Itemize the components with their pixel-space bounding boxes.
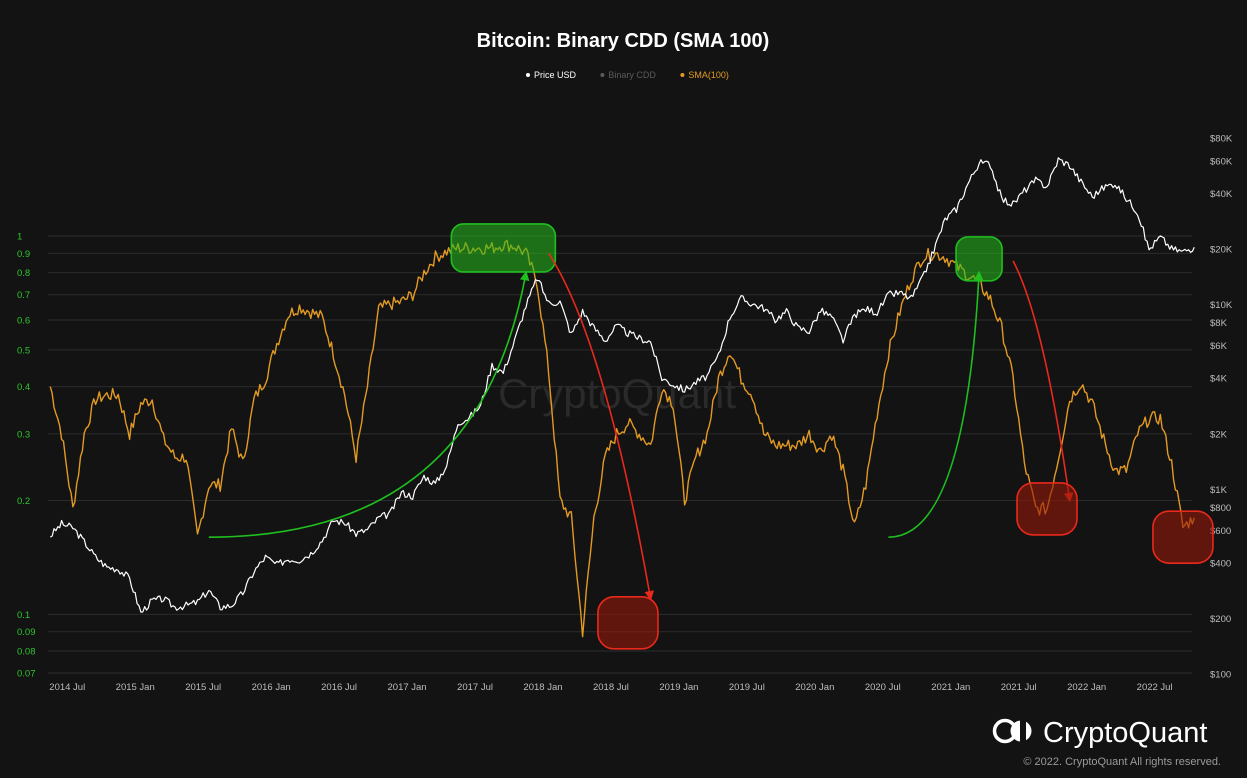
legend-marker-1 [600, 73, 605, 77]
x-tick-label: 2020 Jan [795, 682, 834, 693]
legend-label-1: Binary CDD [608, 70, 656, 80]
green-highlight-box [450, 223, 557, 273]
right-tick-label: $400 [1210, 558, 1231, 569]
right-tick-label: $800 [1210, 503, 1231, 514]
annotation-layer [208, 223, 1214, 650]
series-layer [49, 157, 1195, 638]
right-tick-label: $1K [1210, 485, 1228, 496]
x-axis: 2014 Jul 2015 Jan 2015 Jul 2016 Jan 2016 Jul… [49, 682, 1172, 693]
brand-name: CryptoQuant [1043, 717, 1207, 749]
footer-brand: CryptoQuant © 2022. CryptoQuant All righ… [992, 717, 1221, 768]
right-tick-label: $6K [1210, 341, 1228, 352]
x-tick-label: 2022 Jan [1067, 682, 1106, 693]
x-tick-label: 2017 Jul [457, 682, 493, 693]
x-tick-label: 2019 Jul [729, 682, 765, 693]
legend-label-2: SMA(100) [688, 70, 729, 80]
price-usd-line [49, 157, 1195, 613]
left-tick-label: 0.5 [17, 345, 30, 356]
green-arrow [888, 270, 984, 538]
green-highlight-box [955, 236, 1003, 282]
x-tick-label: 2017 Jan [388, 682, 427, 693]
right-axis: $80K $60K $40K $20K $10K $8K $6K $4K $2K $1K $800 $… [1210, 134, 1233, 681]
right-tick-label: $10K [1210, 300, 1233, 311]
left-tick-label: 0.9 [17, 249, 30, 260]
left-tick-label: 0.7 [17, 290, 30, 301]
red-highlight-box [597, 596, 659, 650]
legend-marker-0 [526, 73, 530, 77]
red-highlight-box [1016, 482, 1078, 536]
legend-label-0: Price USD [534, 70, 577, 80]
sma-100-line [49, 239, 1195, 638]
left-tick-label: 0.09 [17, 627, 36, 638]
left-axis: 1 0.9 0.8 0.7 0.6 0.5 0.4 0.3 0.2 0.1 0.09 0.08 0.07 [17, 232, 36, 680]
left-tick-label: 0.1 [17, 610, 30, 621]
x-tick-label: 2022 Jul [1137, 682, 1173, 693]
green-arrow [208, 270, 530, 538]
chart-title: Bitcoin: Binary CDD (SMA 100) [477, 30, 770, 52]
x-tick-label: 2016 Jan [252, 682, 291, 693]
x-tick-label: 2018 Jul [593, 682, 629, 693]
x-tick-label: 2019 Jan [659, 682, 698, 693]
left-tick-label: 1 [17, 232, 22, 243]
right-tick-label: $600 [1210, 526, 1231, 537]
left-tick-label: 0.3 [17, 429, 30, 440]
left-tick-label: 0.6 [17, 315, 30, 326]
legend-marker-2 [680, 73, 685, 77]
right-tick-label: $80K [1210, 134, 1233, 145]
x-tick-label: 2016 Jul [321, 682, 357, 693]
left-tick-label: 0.4 [17, 382, 30, 393]
right-tick-label: $200 [1210, 614, 1231, 625]
right-tick-label: $100 [1210, 670, 1231, 681]
left-tick-label: 0.8 [17, 268, 30, 279]
right-tick-label: $20K [1210, 245, 1233, 256]
right-tick-label: $40K [1210, 189, 1233, 200]
x-tick-label: 2015 Jul [185, 682, 221, 693]
watermark: CryptoQuant [498, 370, 736, 417]
x-tick-label: 2021 Jul [1001, 682, 1037, 693]
red-highlight-box [1152, 510, 1214, 564]
x-tick-label: 2020 Jul [865, 682, 901, 693]
x-tick-label: 2018 Jan [523, 682, 562, 693]
cryptoquant-logo-icon [992, 718, 1032, 744]
red-arrow [547, 252, 654, 601]
right-tick-label: $2K [1210, 429, 1228, 440]
copyright-text: © 2022. CryptoQuant All rights reserved. [1023, 756, 1221, 768]
x-tick-label: 2014 Jul [49, 682, 85, 693]
red-arrow [1012, 260, 1074, 503]
chart-legend: Price USD Binary CDD SMA(100) [526, 70, 729, 80]
x-tick-label: 2015 Jan [116, 682, 155, 693]
left-tick-label: 0.2 [17, 496, 30, 507]
left-tick-label: 0.07 [17, 669, 36, 680]
right-tick-label: $8K [1210, 318, 1228, 329]
right-tick-label: $4K [1210, 374, 1228, 385]
right-tick-label: $60K [1210, 157, 1233, 168]
x-tick-label: 2021 Jan [931, 682, 970, 693]
left-tick-label: 0.08 [17, 647, 36, 658]
